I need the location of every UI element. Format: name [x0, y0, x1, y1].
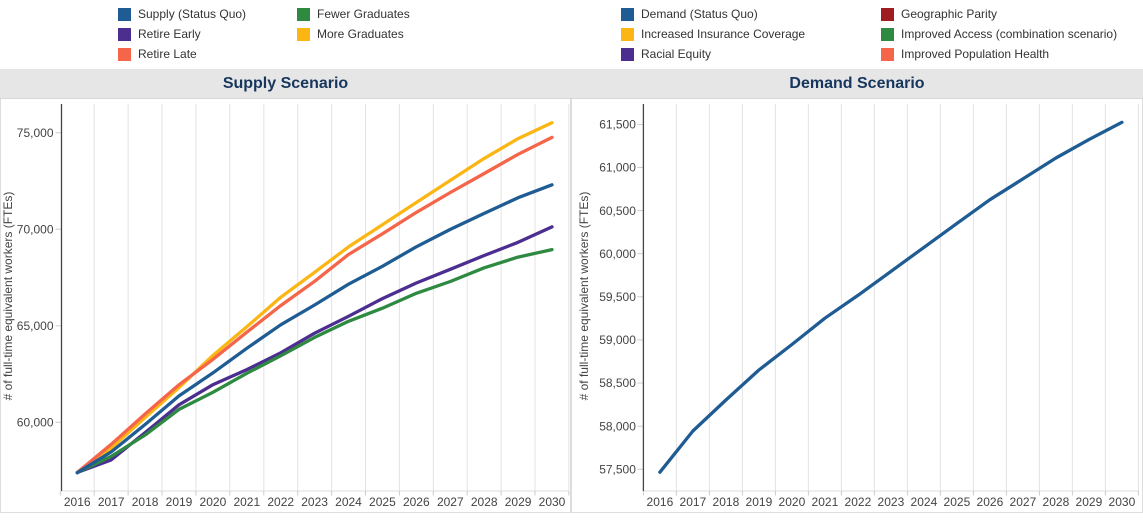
svg-text:2021: 2021	[233, 495, 260, 509]
svg-text:2027: 2027	[1010, 495, 1037, 509]
svg-text:2029: 2029	[1076, 495, 1103, 509]
svg-text:2024: 2024	[911, 495, 938, 509]
svg-text:2028: 2028	[471, 495, 498, 509]
svg-text:2025: 2025	[369, 495, 396, 509]
svg-text:2019: 2019	[746, 495, 773, 509]
svg-text:2016: 2016	[647, 495, 674, 509]
svg-text:2026: 2026	[977, 495, 1004, 509]
svg-text:61,500: 61,500	[599, 118, 636, 132]
svg-text:2027: 2027	[437, 495, 464, 509]
svg-text:2024: 2024	[335, 495, 362, 509]
svg-text:58,500: 58,500	[599, 376, 636, 390]
svg-text:2028: 2028	[1043, 495, 1070, 509]
svg-text:60,000: 60,000	[599, 247, 636, 261]
svg-text:2022: 2022	[267, 495, 294, 509]
svg-text:59,000: 59,000	[599, 333, 636, 347]
svg-text:75,000: 75,000	[17, 126, 54, 140]
svg-text:2018: 2018	[713, 495, 740, 509]
svg-text:2023: 2023	[301, 495, 328, 509]
svg-text:# of full-time equivalent work: # of full-time equivalent workers (FTEs)	[577, 192, 591, 401]
svg-text:2019: 2019	[166, 495, 193, 509]
svg-text:2018: 2018	[132, 495, 159, 509]
svg-text:2023: 2023	[878, 495, 905, 509]
svg-text:60,500: 60,500	[599, 204, 636, 218]
svg-text:# of full-time equivalent work: # of full-time equivalent workers (FTEs)	[1, 192, 15, 401]
svg-text:2020: 2020	[779, 495, 806, 509]
svg-text:2017: 2017	[98, 495, 125, 509]
svg-text:2026: 2026	[403, 495, 430, 509]
svg-text:2030: 2030	[1109, 495, 1136, 509]
svg-text:2016: 2016	[64, 495, 91, 509]
svg-text:2022: 2022	[845, 495, 872, 509]
svg-text:2025: 2025	[944, 495, 971, 509]
svg-text:2021: 2021	[812, 495, 839, 509]
svg-text:2030: 2030	[539, 495, 566, 509]
svg-text:2020: 2020	[200, 495, 227, 509]
svg-text:65,000: 65,000	[17, 319, 54, 333]
svg-text:58,000: 58,000	[599, 419, 636, 433]
svg-text:61,000: 61,000	[599, 161, 636, 175]
svg-text:60,000: 60,000	[17, 416, 54, 430]
svg-text:2029: 2029	[505, 495, 532, 509]
svg-text:70,000: 70,000	[17, 222, 54, 236]
svg-text:57,500: 57,500	[599, 463, 636, 477]
svg-text:59,500: 59,500	[599, 290, 636, 304]
svg-text:2017: 2017	[680, 495, 707, 509]
